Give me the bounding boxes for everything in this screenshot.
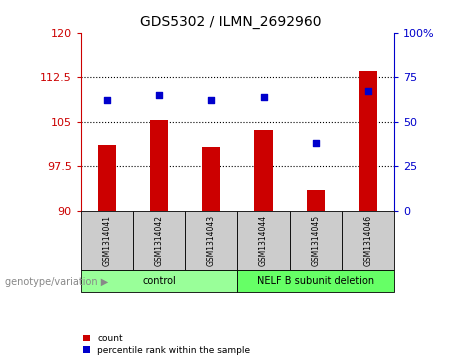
Legend: count, percentile rank within the sample: count, percentile rank within the sample [83,334,250,355]
Point [207,97,215,103]
Bar [81,270,237,292]
Text: GDS5302 / ILMN_2692960: GDS5302 / ILMN_2692960 [140,15,321,29]
Point [364,89,372,94]
Bar [202,147,220,211]
Bar [359,71,377,211]
Text: GSM1314041: GSM1314041 [102,215,111,266]
Bar [342,211,394,270]
Bar [237,270,394,292]
Bar [290,211,342,270]
Bar [81,211,133,270]
Text: GSM1314046: GSM1314046 [364,215,372,266]
Text: NELF B subunit deletion: NELF B subunit deletion [257,276,374,286]
Bar [307,190,325,211]
Bar [150,121,168,211]
Point [103,97,111,103]
Text: GSM1314042: GSM1314042 [154,215,164,266]
Point [312,140,319,146]
Bar [98,145,116,211]
Bar [133,211,185,270]
Bar [237,211,290,270]
Point [155,92,163,98]
Bar [185,211,237,270]
Text: GSM1314043: GSM1314043 [207,215,216,266]
Bar [254,130,272,211]
Text: GSM1314044: GSM1314044 [259,215,268,266]
Text: genotype/variation ▶: genotype/variation ▶ [5,277,108,287]
Text: GSM1314045: GSM1314045 [311,215,320,266]
Text: control: control [142,276,176,286]
Point [260,94,267,99]
